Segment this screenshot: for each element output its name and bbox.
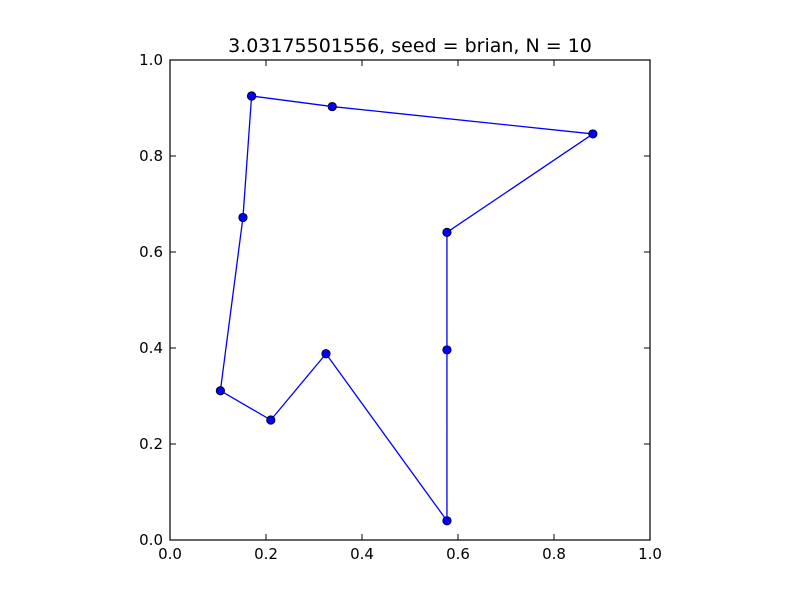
y-tick-label: 0.0 [139,531,163,549]
x-tick-label: 1.0 [638,545,662,563]
y-tick-label: 0.2 [139,435,163,453]
chart-title: 3.03175501556, seed = brian, N = 10 [228,35,592,57]
x-tick-label: 0.2 [254,545,278,563]
y-tick-label: 0.4 [139,339,163,357]
markers-layer [215,91,598,526]
data-point [327,101,337,112]
y-tick-label: 0.6 [139,243,163,261]
data-point [215,386,225,396]
data-point [247,91,257,101]
axis-ticks: 0.0 0.2 0.4 0.6 0.8 1.0 0.0 0.2 0.4 0.6 0.8 1.0 [139,51,662,563]
x-tick-label: 0.8 [542,545,566,563]
data-point [442,516,452,526]
data-point [442,227,452,237]
data-point [321,349,331,359]
data-point [266,415,276,425]
series-layer [219,95,594,522]
x-tick-label: 0.4 [350,545,374,563]
y-tick-label: 0.8 [139,147,163,165]
y-tick-label: 1.0 [139,51,163,69]
x-tick-label: 0.0 [158,545,182,563]
data-point [238,212,248,223]
x-tick-label: 0.6 [446,545,470,563]
data-point [442,345,452,355]
series-line [219,95,594,522]
data-point [588,129,598,139]
plot-area-frame [169,59,651,541]
